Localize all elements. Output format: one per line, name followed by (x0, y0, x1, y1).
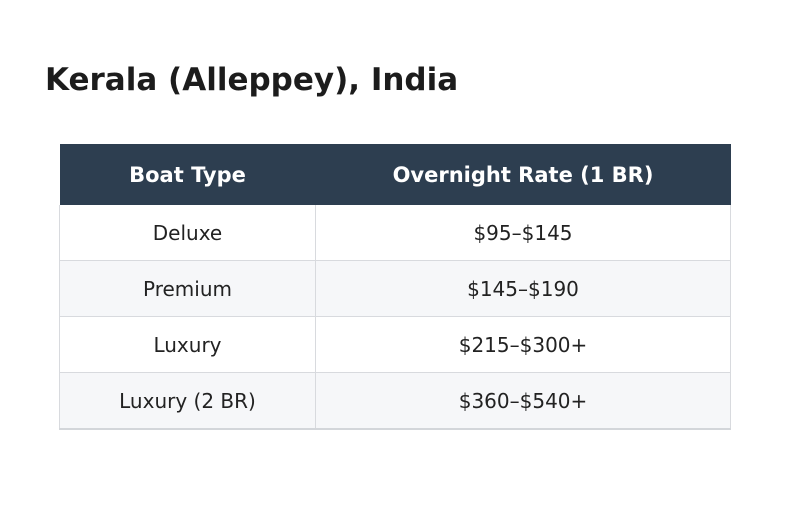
table-row: Premium $145–$190 (59, 260, 731, 317)
cell-rate: $215–$300+ (315, 316, 731, 373)
cell-boat-type: Luxury (2 BR) (59, 372, 316, 430)
column-header-boat-type: Boat Type (59, 144, 316, 205)
cell-rate: $95–$145 (315, 205, 731, 261)
cell-boat-type: Luxury (59, 316, 316, 373)
rates-table: Boat Type Overnight Rate (1 BR) Deluxe $… (59, 144, 731, 430)
cell-boat-type: Premium (59, 260, 316, 317)
table-row: Deluxe $95–$145 (59, 205, 731, 261)
page-title: Kerala (Alleppey), India (45, 62, 459, 98)
table-header-row: Boat Type Overnight Rate (1 BR) (59, 144, 731, 205)
cell-rate: $360–$540+ (315, 372, 731, 430)
column-header-overnight-rate: Overnight Rate (1 BR) (315, 144, 731, 205)
table-row: Luxury $215–$300+ (59, 316, 731, 373)
table-row: Luxury (2 BR) $360–$540+ (59, 372, 731, 430)
cell-boat-type: Deluxe (59, 205, 316, 261)
cell-rate: $145–$190 (315, 260, 731, 317)
